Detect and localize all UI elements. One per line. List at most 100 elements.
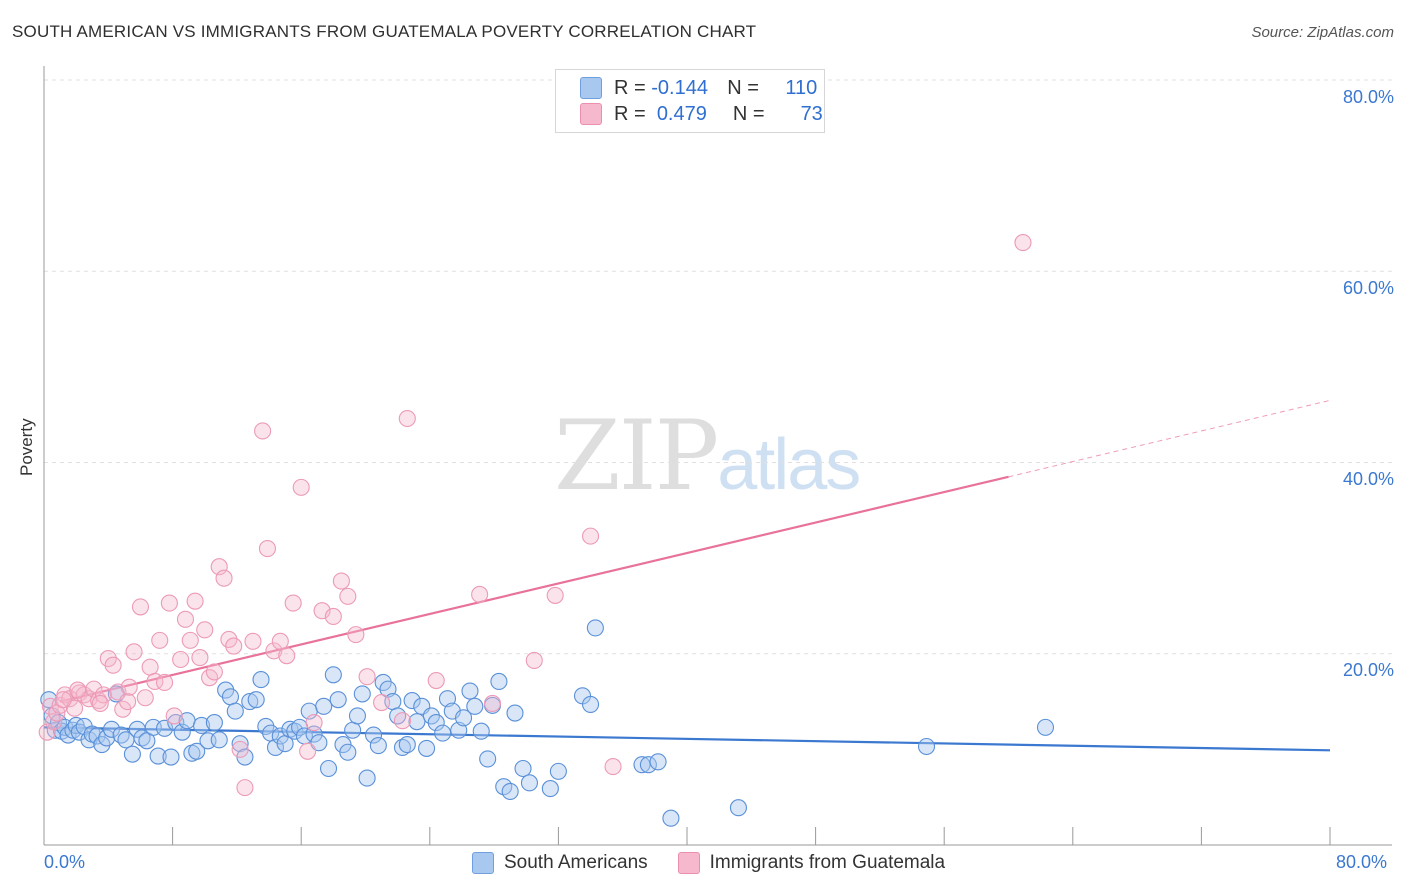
point-guatemala [581,527,600,545]
trend-line-south-americans [43,726,1331,752]
point-guatemala [151,631,169,649]
point-guatemala [305,714,323,732]
point-south-american [205,714,223,732]
legend-r-value: -0.144 [651,76,708,99]
point-south-american [221,688,240,706]
point-guatemala [427,671,445,690]
trend-lines [43,399,1331,752]
series-swatch-blue [472,852,494,874]
point-south-american [149,747,167,765]
point-guatemala [244,632,262,650]
point-south-american [64,721,82,739]
point-south-american [344,721,362,739]
point-south-american [319,759,338,778]
point-south-american [639,756,657,774]
point-guatemala [236,779,254,797]
axes [43,66,1392,846]
point-guatemala [471,585,489,604]
point-south-american [729,799,747,817]
point-south-american [315,697,333,715]
point-south-american [662,809,680,827]
point-guatemala [69,681,87,699]
point-south-american [188,742,206,760]
point-guatemala [258,540,276,558]
legend-swatch-blue [580,77,602,99]
point-south-american [329,691,347,709]
legend-r-value: 0.479 [656,102,707,125]
point-south-american [133,729,151,747]
point-south-american [156,719,174,737]
point-guatemala [604,758,622,776]
point-guatemala [393,712,412,730]
legend-r-label: R = [614,76,646,99]
point-south-american [506,704,524,722]
point-guatemala [347,626,365,644]
point-south-american [123,745,141,763]
point-south-american [348,707,367,725]
point-guatemala [373,693,391,712]
point-guatemala [254,422,272,440]
legend-swatch-pink [580,103,602,125]
point-south-american [210,731,228,749]
point-guatemala [131,598,149,616]
point-south-american [241,693,259,711]
y-tick-80: 80.0% [1342,87,1394,107]
trend-line-guatemala [59,475,1009,703]
point-south-american [403,692,421,710]
point-guatemala [339,587,357,605]
point-guatemala [120,678,138,696]
point-south-american [247,691,265,709]
point-south-american [490,672,508,691]
point-guatemala [313,602,331,620]
point-south-american [586,619,604,637]
point-guatemala [172,650,190,669]
point-guatemala [284,594,302,612]
point-guatemala [176,610,195,628]
point-south-american [324,666,342,684]
series-label-south-americans: South Americans [504,852,648,873]
x-tick-80: 80.0% [1336,852,1388,872]
point-guatemala [398,409,416,428]
point-guatemala [525,651,543,669]
point-south-american [226,702,244,720]
point-south-american [353,685,371,703]
point-guatemala [231,740,249,758]
series-legend-guatemala: Immigrants from Guatemala [677,852,945,874]
point-guatemala [165,707,183,725]
point-guatemala [299,742,317,760]
point-guatemala [271,632,289,650]
point-guatemala [278,647,296,665]
point-guatemala [332,572,350,590]
point-guatemala [54,691,72,709]
point-guatemala [65,699,84,717]
point-south-american [514,759,532,778]
point-guatemala [324,607,342,626]
point-south-american [455,709,473,727]
point-south-american [369,736,387,755]
point-guatemala [91,694,109,713]
point-guatemala [181,631,199,649]
legend-row-south-americans: R = -0.144 N = 110 [580,75,817,101]
correlation-legend: R = -0.144 N = 110 R = 0.479 N = 73 [555,69,825,133]
legend-n-value: 110 [785,76,818,99]
point-guatemala [196,621,214,639]
y-tick-40: 40.0% [1342,469,1394,489]
point-south-american [192,716,211,735]
point-guatemala [483,694,502,713]
point-south-american [434,724,452,742]
point-guatemala [125,643,143,661]
series-legend: South Americans Immigrants from Guatemal… [472,852,975,874]
point-south-american [310,734,328,752]
point-guatemala [205,663,223,681]
point-guatemala [215,569,233,587]
point-south-american [479,750,497,768]
point-south-american [389,707,407,725]
point-south-american [162,748,180,766]
point-guatemala [160,594,178,612]
chart-source: Source: ZipAtlas.com [1251,24,1394,41]
point-guatemala [265,642,283,660]
guatemala-points [38,234,1032,797]
point-south-american [252,671,270,689]
point-south-american [418,739,436,757]
point-guatemala [358,668,376,686]
